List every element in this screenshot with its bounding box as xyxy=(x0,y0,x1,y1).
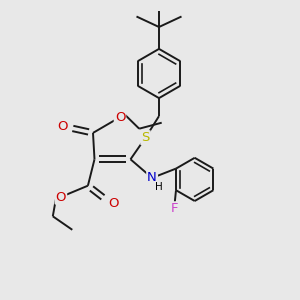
Text: O: O xyxy=(115,111,125,124)
Text: O: O xyxy=(108,196,118,210)
Text: N: N xyxy=(147,171,157,184)
Text: F: F xyxy=(171,202,178,215)
Text: O: O xyxy=(58,119,68,133)
Text: S: S xyxy=(141,131,150,144)
Text: O: O xyxy=(56,190,66,204)
Text: H: H xyxy=(155,182,163,192)
